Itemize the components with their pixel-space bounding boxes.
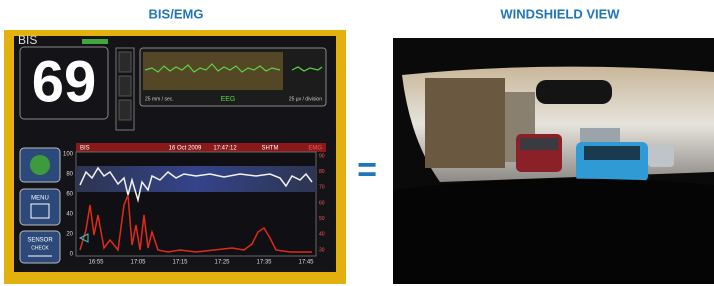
trend-time: 17:47:12 bbox=[213, 146, 237, 152]
red-car-window bbox=[520, 138, 558, 150]
x-tick-label: 17:05 bbox=[130, 260, 146, 266]
x-tick-label: 17:35 bbox=[256, 260, 272, 266]
emg-bar bbox=[119, 100, 131, 120]
y2-tick-label: 70 bbox=[319, 185, 325, 191]
y-tick-label: 60 bbox=[66, 192, 73, 198]
menu-label: MENU bbox=[31, 196, 49, 202]
y-tick-label: 20 bbox=[66, 232, 73, 238]
y2-tick-label: 80 bbox=[319, 169, 325, 175]
check-label: CHECK bbox=[31, 245, 49, 251]
x-tick-label: 17:15 bbox=[172, 260, 188, 266]
rearview-mirror bbox=[536, 80, 612, 104]
y2-tick-label: 30 bbox=[319, 247, 325, 253]
eeg-label: EEG bbox=[221, 96, 236, 103]
right-heading: WINDSHIELD VIEW bbox=[500, 6, 620, 21]
y2-tick-label: 50 bbox=[319, 216, 325, 222]
blue-car-window bbox=[584, 146, 640, 160]
trend-date: 16 Oct 2009 bbox=[169, 146, 202, 152]
emg-bar bbox=[119, 52, 131, 72]
y2-tick-label: 90 bbox=[319, 153, 325, 159]
eeg-band bbox=[143, 52, 283, 90]
x-tick-label: 17:45 bbox=[298, 260, 314, 266]
menu-button bbox=[20, 189, 60, 225]
windshield-photo bbox=[393, 38, 714, 284]
white-car bbox=[648, 145, 674, 167]
left-heading: BIS/EMG bbox=[149, 6, 204, 21]
trend-right-label: EMG bbox=[308, 146, 322, 152]
trend-left-label: BIS bbox=[80, 146, 90, 152]
page: BIS/EMG WINDSHIELD VIEW = BIS 69 25 mm /… bbox=[0, 0, 714, 286]
x-tick-label: 16:55 bbox=[88, 260, 104, 266]
monitor-photo: BIS 69 25 mm / sec. EEG 25 µv / division… bbox=[4, 30, 346, 284]
dashboard bbox=[393, 179, 714, 284]
sensor-label: SENSOR bbox=[27, 238, 53, 244]
y2-tick-label: 40 bbox=[319, 232, 325, 238]
emg-bar bbox=[119, 76, 131, 96]
status-icon bbox=[30, 155, 50, 175]
y-tick-label: 100 bbox=[63, 152, 74, 158]
bis-value: 69 bbox=[32, 49, 97, 114]
building bbox=[425, 78, 505, 168]
x-tick-label: 17:25 bbox=[214, 260, 230, 266]
y-tick-label: 40 bbox=[66, 212, 73, 218]
trend-mode: SHTM bbox=[262, 146, 279, 152]
signal-quality bbox=[82, 39, 108, 44]
eeg-scale: 25 µv / division bbox=[289, 96, 322, 102]
equals-sign: = bbox=[357, 151, 377, 189]
y-tick-label: 80 bbox=[66, 172, 73, 178]
monitor-label: BIS bbox=[18, 33, 37, 47]
y2-tick-label: 60 bbox=[319, 200, 325, 206]
eeg-speed: 25 mm / sec. bbox=[145, 96, 174, 102]
